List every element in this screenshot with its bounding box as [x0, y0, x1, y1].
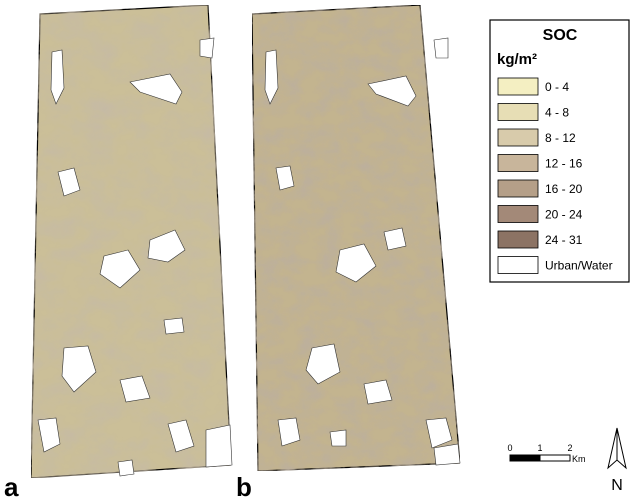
legend-label: Urban/Water — [545, 259, 613, 273]
scale-segment — [540, 455, 570, 461]
scale-label: 0 — [507, 443, 512, 453]
legend-label: 20 - 24 — [545, 208, 583, 222]
north-label: N — [611, 477, 623, 494]
map-panel-b — [252, 5, 460, 471]
legend-swatch — [498, 231, 538, 248]
legend-label: 24 - 31 — [545, 233, 583, 247]
legend-label: 4 - 8 — [545, 106, 569, 120]
legend-label: 0 - 4 — [545, 80, 569, 94]
scale-label: 1 — [537, 443, 542, 453]
north-arrow: N — [608, 428, 626, 494]
panel-label: b — [236, 472, 252, 499]
legend-label: 8 - 12 — [545, 131, 576, 145]
scale-unit: Km — [572, 454, 586, 464]
scale-segment — [510, 455, 540, 461]
figure: a b SOC kg/m² 0 - 4 4 - 8 8 - 12 12 - 16 16 … — [0, 0, 630, 499]
legend-swatch — [498, 104, 538, 121]
legend-title: SOC — [543, 27, 578, 44]
legend-label: 16 - 20 — [545, 182, 583, 196]
legend-swatch — [498, 78, 538, 95]
scale-bar: 0 1 2 Km — [507, 443, 585, 464]
legend-swatch — [498, 257, 538, 274]
panel-label: a — [4, 472, 19, 499]
legend-swatch — [498, 129, 538, 146]
legend-swatch — [498, 155, 538, 172]
legend-swatch — [498, 180, 538, 197]
scale-label: 2 — [567, 443, 572, 453]
legend-label: 12 - 16 — [545, 157, 583, 171]
legend-unit: kg/m² — [497, 51, 537, 68]
legend: SOC kg/m² 0 - 4 4 - 8 8 - 12 12 - 16 16 - 20… — [490, 20, 629, 282]
map-area — [252, 5, 460, 471]
legend-swatch — [498, 206, 538, 223]
map-panel-a — [31, 5, 232, 478]
